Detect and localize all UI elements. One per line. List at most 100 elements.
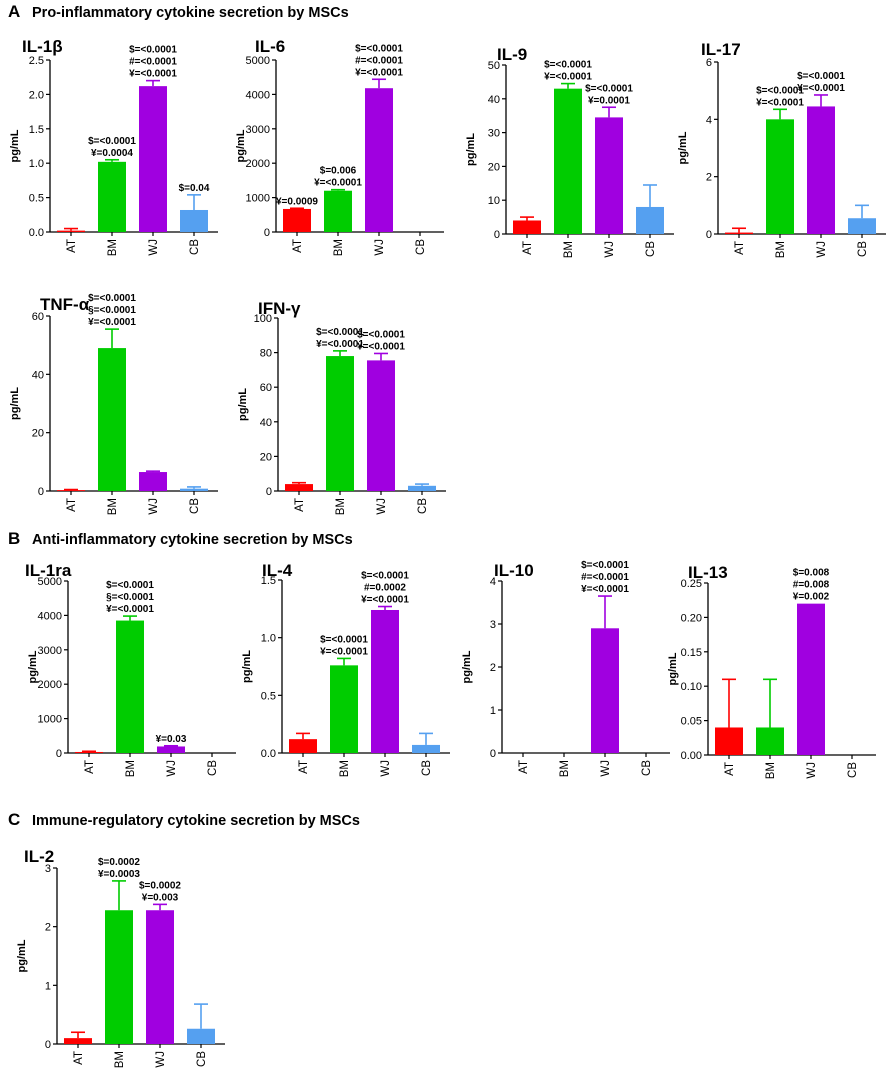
- y-axis-label: pg/mL: [677, 131, 689, 164]
- chart-title: IL-13: [688, 563, 728, 582]
- category-label-BM: BM: [339, 760, 351, 777]
- y-tick-label: 60: [32, 311, 44, 323]
- chart-title: IL-1β: [22, 37, 63, 56]
- significance-label: ¥=<0.0001: [357, 341, 405, 352]
- bar-AT: [75, 751, 103, 753]
- category-label-AT: AT: [734, 241, 746, 255]
- y-tick-label: 0.20: [681, 612, 702, 624]
- bar-BM: [324, 190, 352, 232]
- bar-AT: [289, 739, 317, 753]
- y-tick-label: 0.5: [261, 690, 276, 702]
- y-axis-label: pg/mL: [9, 387, 21, 420]
- bar-BM: [105, 910, 133, 1044]
- chart-title: IL-10: [494, 561, 534, 580]
- chart-il1b: IL-1β pg/mL 0.0 0.5 1.0 1.5 2.0 2.5 AT BM $=<0.000…: [9, 37, 218, 256]
- significance-label: $=<0.0001: [357, 329, 405, 340]
- significance-label: ¥=<0.0001: [581, 584, 629, 595]
- bar-CB: [412, 744, 440, 753]
- bar-WJ: [146, 910, 174, 1044]
- bar-WJ: [371, 609, 399, 753]
- significance-label: $=<0.0001: [320, 634, 368, 645]
- category-label-AT: AT: [724, 762, 736, 776]
- significance-label: $=0.0002: [98, 857, 140, 868]
- bar-AT: [283, 208, 311, 232]
- y-tick-label: 2: [490, 662, 496, 674]
- y-tick-label: 1.5: [261, 575, 276, 587]
- bar-BM: [330, 665, 358, 753]
- y-tick-label: 1.0: [261, 633, 276, 645]
- bar-AT: [285, 484, 313, 491]
- category-label-CB: CB: [857, 241, 869, 257]
- y-tick-label: 40: [32, 369, 44, 381]
- bar-CB: [180, 209, 208, 232]
- y-tick-label: 2: [706, 172, 712, 184]
- significance-label: $=0.008: [793, 568, 830, 579]
- y-axis-label: pg/mL: [16, 939, 28, 972]
- bar-WJ: [139, 472, 167, 491]
- y-tick-label: 50: [488, 60, 500, 72]
- y-tick-label: 20: [488, 161, 500, 173]
- y-tick-label: 2.5: [29, 55, 44, 67]
- y-tick-label: 0: [266, 486, 272, 498]
- bar-BM: [98, 161, 126, 232]
- significance-label: $=<0.0001: [797, 71, 845, 82]
- significance-label: $=<0.0001: [756, 85, 804, 96]
- category-label-WJ: WJ: [376, 498, 388, 515]
- y-tick-label: 0: [494, 229, 500, 241]
- y-tick-label: 1: [490, 705, 496, 717]
- significance-label: ¥=0.002: [793, 592, 830, 603]
- significance-label: $=0.04: [179, 183, 210, 194]
- y-tick-label: 3000: [38, 645, 62, 657]
- section-b-title: Anti-inflammatory cytokine secretion by …: [32, 532, 353, 548]
- category-label-BM: BM: [559, 760, 571, 777]
- bar-WJ: [807, 106, 835, 234]
- chart-il10: IL-10 pg/mL 0 1 2 3 4 AT BM WJ $=<0.0001#=<0.0001¥…: [461, 560, 670, 777]
- y-tick-label: 0.0: [261, 748, 276, 760]
- category-label-AT: AT: [73, 1051, 85, 1065]
- category-label-AT: AT: [66, 498, 78, 512]
- significance-label: ¥=0.0001: [588, 95, 630, 106]
- y-tick-label: 2.0: [29, 89, 44, 101]
- bar-WJ: [595, 117, 623, 234]
- y-tick-label: 4000: [38, 610, 62, 622]
- y-tick-label: 6: [706, 57, 712, 69]
- bar-CB: [408, 485, 436, 491]
- significance-label: ¥=<0.0001: [355, 67, 403, 78]
- y-tick-label: 100: [254, 313, 272, 325]
- bar-BM: [554, 88, 582, 234]
- y-axis-label: pg/mL: [465, 133, 477, 166]
- category-label-WJ: WJ: [604, 241, 616, 258]
- significance-label: ¥=<0.0001: [797, 83, 845, 94]
- y-tick-label: 1000: [246, 193, 270, 205]
- y-tick-label: 1: [45, 980, 51, 992]
- significance-label: ¥=0.0009: [276, 196, 318, 207]
- significance-label: $=<0.0001: [106, 580, 154, 591]
- bar-AT: [513, 220, 541, 234]
- y-axis-label: pg/mL: [235, 129, 247, 162]
- y-tick-label: 1.5: [29, 124, 44, 136]
- bar-WJ: [591, 628, 619, 753]
- y-tick-label: 0: [490, 748, 496, 760]
- significance-label: ¥=0.0003: [98, 869, 140, 880]
- y-tick-label: 2000: [246, 158, 270, 170]
- y-tick-label: 0: [264, 227, 270, 239]
- bar-CB: [187, 1028, 215, 1044]
- category-label-WJ: WJ: [600, 760, 612, 777]
- significance-label: $=<0.0001: [355, 43, 403, 54]
- category-label-WJ: WJ: [380, 760, 392, 777]
- bar-WJ: [139, 86, 167, 232]
- chart-title: IL-2: [24, 847, 54, 866]
- y-tick-label: 3000: [246, 124, 270, 136]
- bar-WJ: [367, 360, 395, 491]
- y-tick-label: 0: [56, 748, 62, 760]
- section-a-title: Pro-inflammatory cytokine secretion by M…: [32, 5, 349, 21]
- bar-BM: [326, 356, 354, 491]
- category-label-AT: AT: [84, 760, 96, 774]
- category-label-CB: CB: [641, 760, 653, 776]
- significance-label: $=<0.0001: [544, 60, 592, 71]
- y-tick-label: 40: [260, 417, 272, 429]
- bar-AT: [715, 727, 743, 755]
- category-label-AT: AT: [294, 498, 306, 512]
- chart-title: IL-4: [262, 561, 293, 580]
